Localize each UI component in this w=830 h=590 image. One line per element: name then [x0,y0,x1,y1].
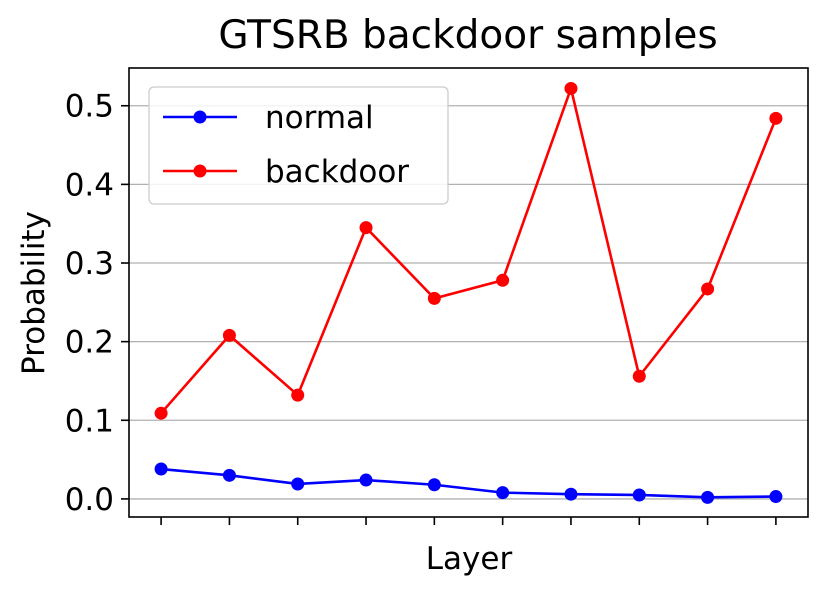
data-point [632,488,646,502]
series-layer [154,81,783,504]
data-point [496,486,510,500]
data-point [701,282,715,296]
series-line [160,467,776,499]
data-point [427,478,441,492]
data-point [564,81,578,95]
data-point [291,388,305,402]
legend-swatch-marker [193,110,207,124]
y-tick-label: 0.1 [65,403,114,439]
data-point [496,273,510,287]
data-point [222,468,236,482]
data-point [359,221,373,235]
data-point [632,369,646,383]
legend: normal backdoor [148,86,449,205]
x-axis-label: Layer [426,541,513,577]
data-point [359,473,373,487]
data-point [769,490,783,504]
y-tick-label: 0.0 [65,482,114,518]
data-point [291,477,305,491]
series-backdoor [154,81,783,420]
data-point [154,406,168,420]
chart-title: GTSRB backdoor samples [218,13,717,58]
series-line [160,83,778,415]
y-axis-label: Probability [16,211,52,375]
series-normal [154,462,783,504]
data-point [701,490,715,504]
data-point [222,328,236,342]
y-tick-label: 0.2 [65,325,114,361]
y-tick-label: 0.3 [65,246,114,282]
axis-ticks: 0.0 0.1 0.2 0.3 0.4 0.5 [65,89,777,525]
data-point [154,462,168,476]
y-tick-label: 0.4 [65,167,114,203]
plot-frame [128,67,809,518]
legend-label-backdoor: backdoor [265,154,409,190]
legend-swatch-marker [193,164,207,178]
y-tick-label: 0.5 [65,89,114,125]
legend-label-normal: normal [265,100,374,136]
data-point [564,487,578,501]
data-point [769,111,783,125]
data-point [427,291,441,305]
